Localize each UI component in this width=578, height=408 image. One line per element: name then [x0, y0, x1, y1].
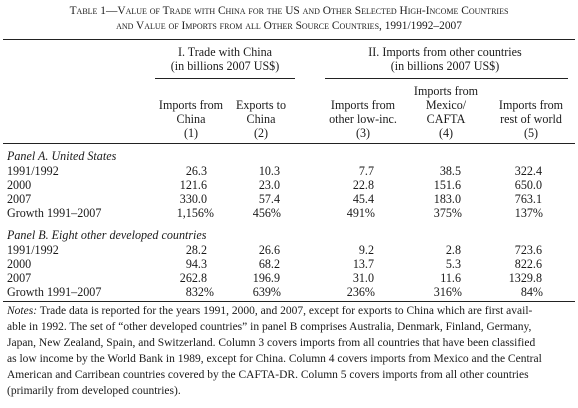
table-notes: Notes: Trade data is reported for the ye… [7, 304, 573, 399]
table-cell: 763.1 [514, 192, 542, 206]
row-label: Growth 1991–2007 [7, 206, 102, 220]
table-cell: 26.6 [258, 243, 280, 257]
table-cell: 57.4 [258, 192, 280, 206]
group1-line2: (in billions 2007 US$) [170, 59, 280, 73]
table-cell: 832% [185, 285, 214, 299]
group2-line1: II. Imports from other countries [368, 45, 522, 59]
table-cell: 196.9 [252, 271, 280, 285]
table-cell: 1,156% [176, 206, 214, 220]
table-cell: 183.0 [433, 192, 461, 206]
table-cell: 1329.8 [508, 271, 542, 285]
table-cell: 375% [433, 206, 462, 220]
row-label: 1991/1992 [7, 243, 59, 257]
row-label: 2007 [7, 192, 32, 206]
group-header-imports-other: II. Imports from other countries (in bil… [325, 45, 565, 73]
table-cell: 22.8 [352, 178, 374, 192]
notes-line: American and Carribean countries covered… [7, 368, 529, 381]
row-label: 2000 [7, 257, 32, 271]
column-header-3: Imports from other low-inc. (3) [329, 98, 397, 140]
table-cell: 121.6 [179, 178, 207, 192]
table-cell: 28.2 [185, 243, 207, 257]
top-rule [3, 39, 575, 40]
title-line-2: and Value of Imports from all Other Sour… [116, 20, 462, 32]
group2-line2: (in billions 2007 US$) [390, 59, 500, 73]
table-cell: 94.3 [185, 257, 207, 271]
table-cell: 9.2 [358, 243, 374, 257]
notes-label: Notes: [7, 305, 38, 317]
table-cell: 26.3 [185, 164, 207, 178]
table-cell: 38.5 [439, 164, 461, 178]
group2-underline [325, 78, 568, 79]
bottom-rule [3, 301, 575, 302]
notes-line: as low income by the World Bank in 1989,… [7, 352, 542, 365]
table-cell: 822.6 [514, 257, 542, 271]
notes-line: Japan, New Zealand, Spain, and Switzerla… [7, 336, 536, 349]
table-cell: 23.0 [258, 178, 280, 192]
table-cell: 2.8 [445, 243, 461, 257]
table-cell: 7.7 [358, 164, 374, 178]
header-rule [3, 143, 575, 144]
table-cell: 10.3 [258, 164, 280, 178]
row-label: 2007 [7, 271, 32, 285]
notes-line: Trade data is reported for the years 199… [39, 305, 533, 317]
column-header-1: Imports from China (1) [158, 98, 224, 140]
group1-line1: I. Trade with China [177, 45, 273, 59]
title-line-1: Table 1—Value of Trade with China for th… [69, 5, 509, 17]
row-label: 1991/1992 [7, 164, 59, 178]
notes-line: (primarily from developed countries). [7, 384, 181, 397]
table-cell: 456% [252, 206, 281, 220]
table-title: Table 1—Value of Trade with China for th… [0, 4, 578, 34]
table-cell: 322.4 [514, 164, 542, 178]
table-cell: 31.0 [352, 271, 374, 285]
notes-line: able in 1992. The set of “other develope… [7, 320, 532, 333]
group-header-trade-with-china: I. Trade with China (in billions 2007 US… [155, 45, 295, 73]
table-cell: 13.7 [352, 257, 374, 271]
panel-b-title: Panel B. Eight other developed countries [7, 228, 207, 242]
table-cell: 330.0 [179, 192, 207, 206]
table-cell: 316% [433, 285, 462, 299]
table-cell: 650.0 [514, 178, 542, 192]
column-header-2: Exports to China (2) [235, 98, 287, 140]
row-label: 2000 [7, 178, 32, 192]
table-cell: 491% [346, 206, 375, 220]
table-cell: 151.6 [433, 178, 461, 192]
table-cell: 5.3 [445, 257, 461, 271]
table-cell: 236% [346, 285, 375, 299]
column-header-5: Imports from rest of world (5) [498, 98, 564, 140]
group1-underline [155, 78, 295, 79]
table-cell: 45.4 [352, 192, 374, 206]
table-cell: 11.6 [440, 271, 461, 285]
row-label: Growth 1991–2007 [7, 285, 102, 299]
table-cell: 68.2 [258, 257, 280, 271]
column-header-4: Imports from Mexico/ CAFTA (4) [413, 84, 479, 140]
table-cell: 137% [514, 206, 543, 220]
table-cell: 723.6 [514, 243, 542, 257]
table-cell: 262.8 [179, 271, 207, 285]
table-cell: 639% [252, 285, 281, 299]
panel-a-title: Panel A. United States [7, 149, 117, 163]
table-cell: 84% [520, 285, 543, 299]
